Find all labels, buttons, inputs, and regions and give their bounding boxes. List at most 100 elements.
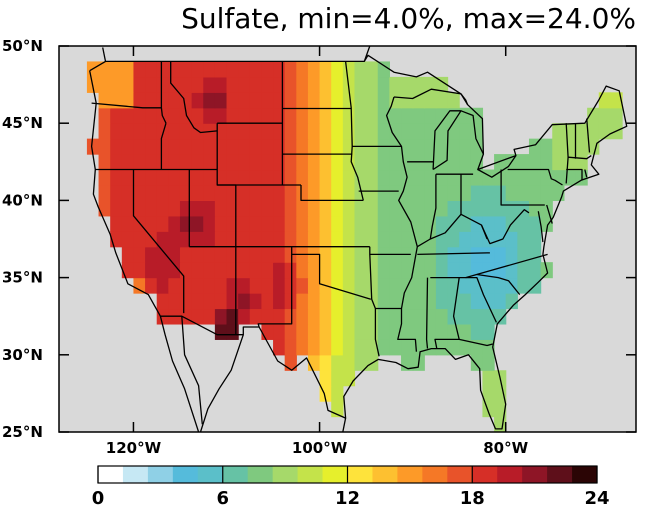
grid-cell [528,215,542,232]
grid-cell [319,323,332,340]
grid-cell [389,231,402,248]
grid-cell [482,277,495,294]
grid-cell [214,277,228,294]
grid-cell [377,215,390,232]
state-border [160,61,167,124]
grid-cell [424,277,437,294]
grid-cell [494,308,507,325]
grid-cell [98,92,111,109]
colorbar-swatch [222,466,249,483]
grid-cell [179,61,193,78]
grid-cell [354,231,367,248]
grid-cell [168,231,181,248]
state-border [430,253,548,279]
grid-cell [156,138,169,155]
grid-cell [517,184,530,201]
colorbar-swatch [497,466,523,483]
grid-cell [307,184,321,201]
grid-cell [470,138,484,155]
grid-cell [494,246,507,263]
grid-cell [284,154,297,171]
state-border [507,168,563,186]
grid-cell [249,200,263,217]
grid-cell [505,169,518,186]
lat-tick-label: 25°N [2,423,43,441]
grid-cell [156,246,169,263]
grid-cell [331,169,344,186]
grid-cell [98,154,111,171]
grid-cell [331,76,344,93]
state-border [425,277,429,349]
grid-cell [342,184,356,201]
grid-cell [296,138,309,155]
grid-cell [168,76,181,93]
grid-cell [307,231,321,248]
grid-cell [226,215,239,232]
colorbar-swatch [347,466,373,483]
grid-cell [401,339,414,356]
grid-cell [249,262,263,279]
canada-coast [102,47,107,62]
grid-cell [575,123,588,140]
grid-cell [401,107,414,124]
grid-cell [494,262,507,279]
baja-coast [181,316,203,425]
grid-cell [156,184,169,201]
grid-cell [226,169,239,186]
grid-cell [296,154,309,171]
lat-tick-label: 30°N [2,346,43,364]
grid-cell [214,246,228,263]
state-border [586,118,591,153]
grid-cell [470,154,484,171]
grid-cell [261,138,274,155]
grid-cell [214,138,228,155]
grid-cell [366,231,379,248]
grid-cell [238,246,251,263]
state-border [480,209,530,245]
grid-cell [319,138,332,155]
lake-erie [477,155,517,178]
grid-cell [273,169,286,186]
grid-cell [331,339,344,356]
grid-cell [342,169,356,186]
grid-cell [563,138,577,155]
colorbar-swatch [297,466,323,483]
colorbar-swatch [172,466,199,483]
grid-cell [203,154,216,171]
grid-cell [145,231,158,248]
baja-west-coast [159,316,200,432]
grid-cell [528,246,542,263]
grid-cell [110,123,123,140]
grid-cell [401,76,414,93]
grid-cell [156,277,169,294]
grid-cell [505,231,518,248]
grid-cell [470,308,484,325]
grid-cell [354,76,367,93]
lake-superior [393,88,462,100]
grid-cell [342,339,356,356]
grid-cell [284,354,297,371]
grid-cell [389,107,402,124]
grid-cell [214,215,228,232]
grid-cell [307,154,321,171]
grid-cell [121,262,135,279]
grid-cell [168,246,181,263]
grid-cell [145,200,158,217]
grid-cell [238,277,251,294]
grid-cell [273,138,286,155]
grid-cell [296,61,309,78]
grid-cell [203,277,216,294]
lat-tick-label: 35°N [2,269,43,287]
grid-cell [505,200,518,217]
grid-cell [470,293,484,310]
grid-cell [342,262,356,279]
grid-cell [203,61,216,78]
grid-cell [494,401,507,418]
grid-cell [86,138,100,155]
lat-tick-label: 40°N [2,191,43,209]
grid-cell [284,76,297,93]
grid-cell [273,61,286,78]
grid-cell [342,92,356,109]
grid-cell [273,246,286,263]
grid-cell [214,107,228,124]
